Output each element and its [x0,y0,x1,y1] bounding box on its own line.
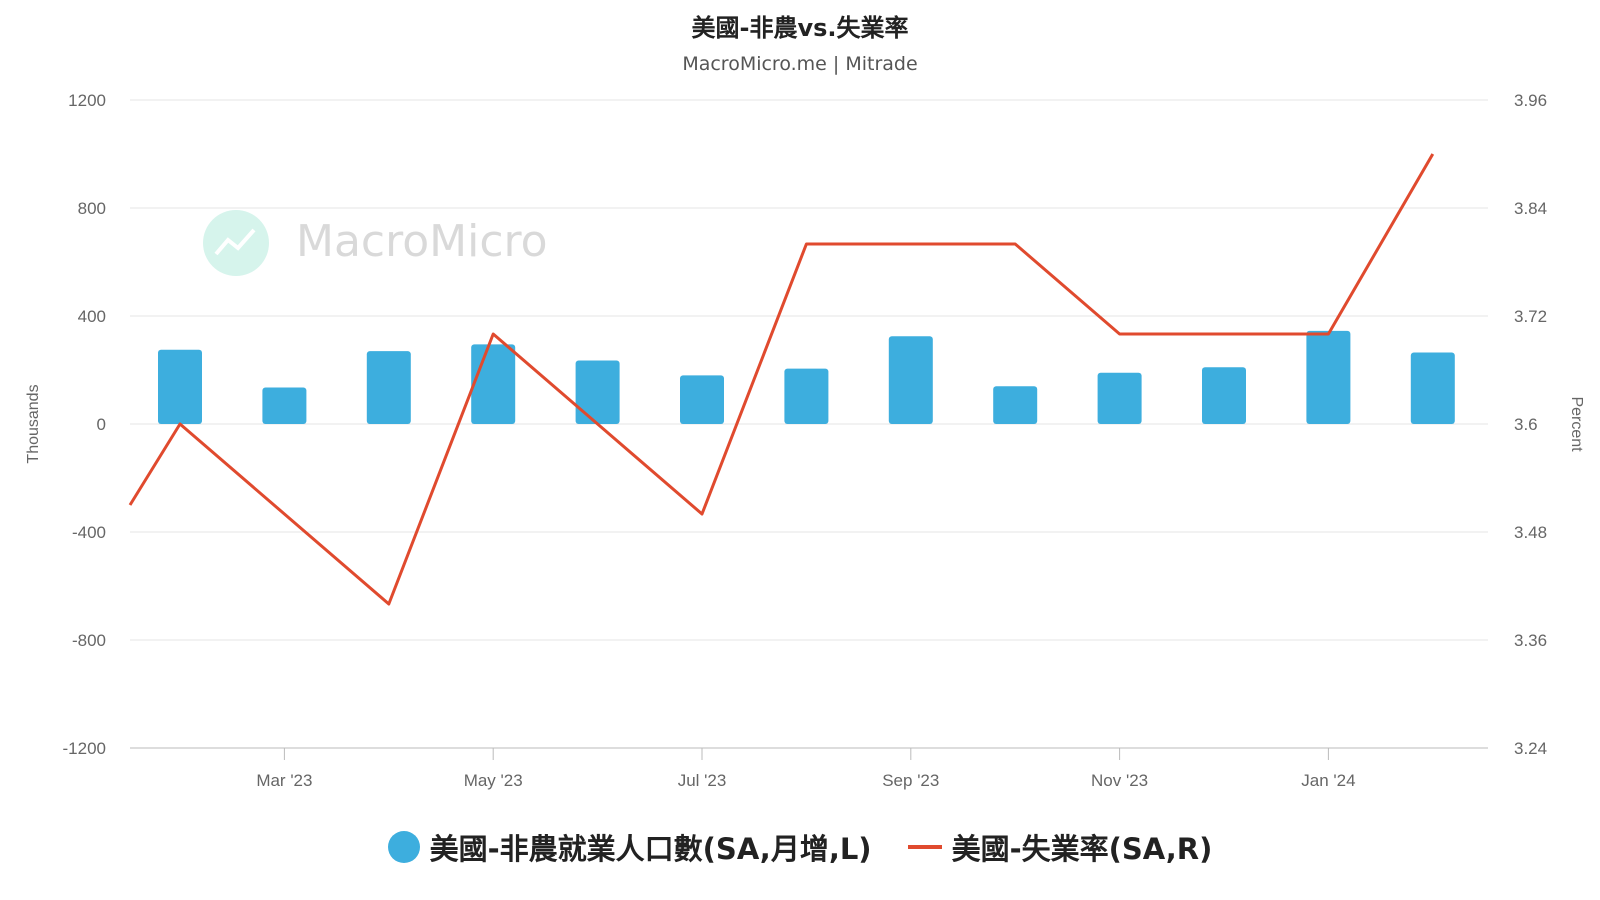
right-tick-label: 3.84 [1514,199,1547,218]
unemployment-line[interactable] [128,153,1435,606]
bar[interactable] [158,349,202,424]
legend-item-nonfarm[interactable]: 美國-非農就業人口數(SA,月增,L) [387,826,872,868]
left-tick-label: -400 [72,523,106,542]
right-tick-label: 3.72 [1514,307,1547,326]
watermark-logo [203,210,269,276]
left-tick-label: -1200 [63,739,106,758]
right-tick-label: 3.6 [1514,415,1538,434]
bar[interactable] [471,344,516,424]
legend-label-unemployment: 美國-失業率(SA,R) [951,832,1213,866]
left-tick-label: 1200 [68,91,106,110]
bar[interactable] [784,368,829,424]
bar[interactable] [575,360,620,424]
bar[interactable] [993,386,1038,424]
x-tick-label: Jan '24 [1301,771,1355,790]
right-tick-label: 3.36 [1514,631,1547,650]
x-tick-label: Jul '23 [678,771,727,790]
x-tick-label: Mar '23 [256,771,312,790]
bar[interactable] [888,336,933,424]
right-axis-title: Percent [1568,396,1585,452]
bar[interactable] [680,375,724,424]
bar[interactable] [1306,330,1351,424]
bar[interactable] [366,351,411,424]
bar[interactable] [1097,372,1142,424]
legend-bar-swatch [387,831,420,863]
left-tick-label: 0 [97,415,106,434]
bar[interactable] [262,387,307,424]
watermark-text: MacroMicro [296,216,548,267]
right-tick-label: 3.96 [1514,91,1547,110]
legend-line-swatch [907,845,942,849]
legend: 美國-非農就業人口數(SA,月增,L) 美國-失業率(SA,R) [0,826,1600,868]
left-tick-label: 400 [78,307,106,326]
chart-title: 美國-非農vs.失業率 [691,14,909,42]
legend-item-unemployment[interactable]: 美國-失業率(SA,R) [907,826,1213,868]
legend-label-nonfarm: 美國-非農就業人口數(SA,月增,L) [429,832,872,866]
right-tick-label: 3.24 [1514,739,1547,758]
left-axis-title: Thousands [25,384,42,463]
chart-subtitle: MacroMicro.me | Mitrade [682,53,918,75]
left-tick-label: 800 [78,199,106,218]
bar[interactable] [1410,352,1455,424]
x-tick-label: Sep '23 [882,771,939,790]
right-tick-label: 3.48 [1514,523,1547,542]
x-tick-label: Nov '23 [1091,771,1148,790]
bar[interactable] [1202,367,1246,424]
x-tick-label: May '23 [464,771,523,790]
left-tick-label: -800 [72,631,106,650]
